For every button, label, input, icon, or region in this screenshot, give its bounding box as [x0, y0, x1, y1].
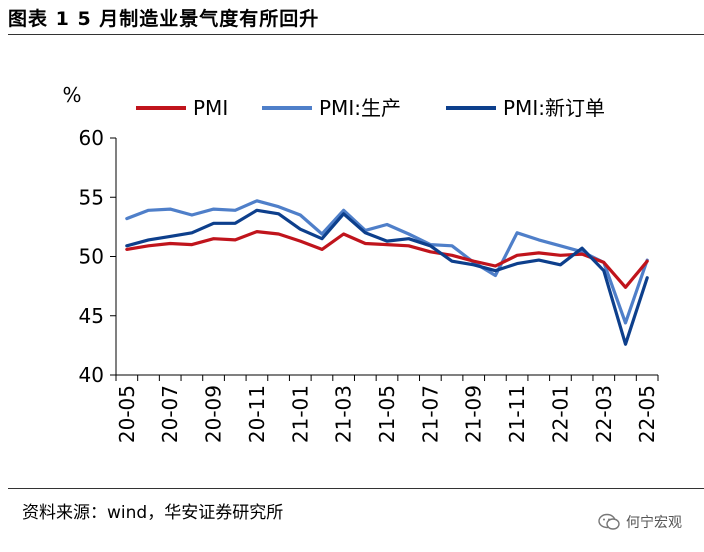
legend: PMI PMI:生产 PMI:新订单 [136, 96, 605, 120]
y-tick-label: 40 [79, 363, 104, 387]
y-axis-unit-label: % [62, 83, 81, 107]
title-divider [8, 34, 704, 35]
x-tick-label: 20-09 [202, 385, 226, 443]
legend-label: PMI:新订单 [503, 96, 605, 120]
chart-title: 图表 1 5 月制造业景气度有所回升 [8, 8, 320, 30]
y-tick-label: 45 [79, 304, 104, 328]
x-tick-label: 20-11 [245, 385, 269, 443]
x-tick-label: 20-07 [158, 385, 182, 443]
series-line-2 [125, 208, 649, 346]
x-tick-label: 21-11 [505, 385, 529, 443]
source-note: 资料来源：wind，华安证券研究所 [22, 503, 284, 523]
legend-label: PMI [193, 96, 228, 120]
x-tick-label: 21-01 [288, 385, 312, 443]
wechat-icon [598, 513, 620, 530]
series-line-1 [125, 199, 649, 325]
legend-label: PMI:生产 [319, 96, 401, 120]
x-tick-label: 22-03 [592, 385, 616, 443]
x-tick-label: 22-05 [635, 385, 659, 443]
x-axis: 20-05 20-07 20-09 20-11 21-01 21-03 21-05 21-07… [115, 374, 659, 443]
x-tick-label: 21-07 [418, 385, 442, 443]
watermark-text: 何宁宏观 [626, 515, 682, 531]
watermark: 何宁宏观 [598, 512, 682, 532]
source-divider [8, 488, 704, 489]
x-tick-label: 21-05 [375, 385, 399, 443]
series-line-0 [125, 230, 649, 289]
x-tick-label: 21-09 [462, 385, 486, 443]
y-tick-label: 60 [79, 126, 104, 150]
y-tick-label: 55 [79, 185, 104, 209]
series-group [125, 199, 649, 346]
x-tick-label: 22-01 [548, 385, 572, 443]
x-tick-label: 20-05 [115, 385, 139, 443]
y-tick-label: 50 [79, 245, 104, 269]
x-tick-label: 21-03 [332, 385, 356, 443]
y-axis: 40 45 50 55 60 [79, 126, 117, 387]
